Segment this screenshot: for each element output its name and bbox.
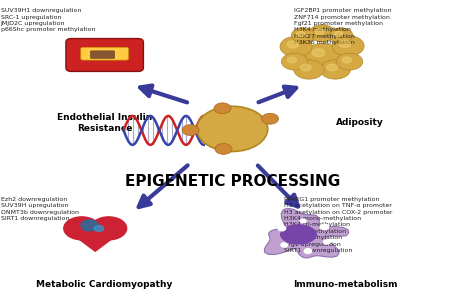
Text: SUV39H1 downregulation
SRC-1 upregulation
JMJD2C upregulation
p66Shc promoter me: SUV39H1 downregulation SRC-1 upregulatio… xyxy=(0,8,95,32)
Circle shape xyxy=(297,31,305,36)
Text: Ezh2 downregulation
SUV39H upregulation
DNMT3b downregulation
SIRT1 downregulati: Ezh2 downregulation SUV39H upregulation … xyxy=(0,197,79,221)
Text: IGF2BP1 promoter methylation
ZNF714 promoter methylation
Fgf21 promoter methylat: IGF2BP1 promoter methylation ZNF714 prom… xyxy=(294,8,391,45)
Circle shape xyxy=(336,53,363,70)
Circle shape xyxy=(262,113,279,124)
Circle shape xyxy=(327,64,337,71)
Circle shape xyxy=(197,106,268,152)
Circle shape xyxy=(294,60,324,79)
Text: PPARG1 promoter methylation
H3 acetylation on TNF-α promoter
H3 acetylation on C: PPARG1 promoter methylation H3 acetylati… xyxy=(284,197,393,253)
Polygon shape xyxy=(64,228,126,251)
Circle shape xyxy=(292,28,315,43)
Circle shape xyxy=(301,219,306,223)
Circle shape xyxy=(312,49,325,57)
Circle shape xyxy=(320,60,350,79)
Circle shape xyxy=(339,40,350,48)
Circle shape xyxy=(94,225,104,231)
Text: Metabolic Cardiomyopathy: Metabolic Cardiomyopathy xyxy=(36,280,173,289)
FancyBboxPatch shape xyxy=(91,51,115,58)
Circle shape xyxy=(332,36,364,56)
Circle shape xyxy=(335,31,343,36)
Circle shape xyxy=(304,44,340,66)
Text: Adiposity: Adiposity xyxy=(336,118,384,127)
Text: EPIGENETIC PROCESSING: EPIGENETIC PROCESSING xyxy=(125,174,340,189)
Circle shape xyxy=(309,25,335,42)
Circle shape xyxy=(182,125,199,135)
Circle shape xyxy=(329,28,353,43)
Circle shape xyxy=(81,220,98,231)
Circle shape xyxy=(301,64,311,71)
Circle shape xyxy=(215,144,232,154)
Circle shape xyxy=(91,217,127,240)
Circle shape xyxy=(342,57,351,63)
Circle shape xyxy=(320,224,328,230)
Circle shape xyxy=(287,57,297,63)
Circle shape xyxy=(287,41,299,48)
Polygon shape xyxy=(264,208,349,258)
FancyBboxPatch shape xyxy=(66,38,144,72)
Circle shape xyxy=(278,226,286,231)
Text: Endothelial Insulin
Resistance: Endothelial Insulin Resistance xyxy=(57,113,152,132)
Circle shape xyxy=(315,28,324,35)
Circle shape xyxy=(323,240,330,244)
Circle shape xyxy=(280,36,312,57)
FancyBboxPatch shape xyxy=(81,47,128,60)
Circle shape xyxy=(304,249,312,253)
Text: Immuno-metabolism: Immuno-metabolism xyxy=(293,280,398,289)
Circle shape xyxy=(281,243,288,247)
Circle shape xyxy=(282,53,308,70)
Circle shape xyxy=(64,217,100,240)
Circle shape xyxy=(214,103,231,114)
Ellipse shape xyxy=(281,225,316,244)
